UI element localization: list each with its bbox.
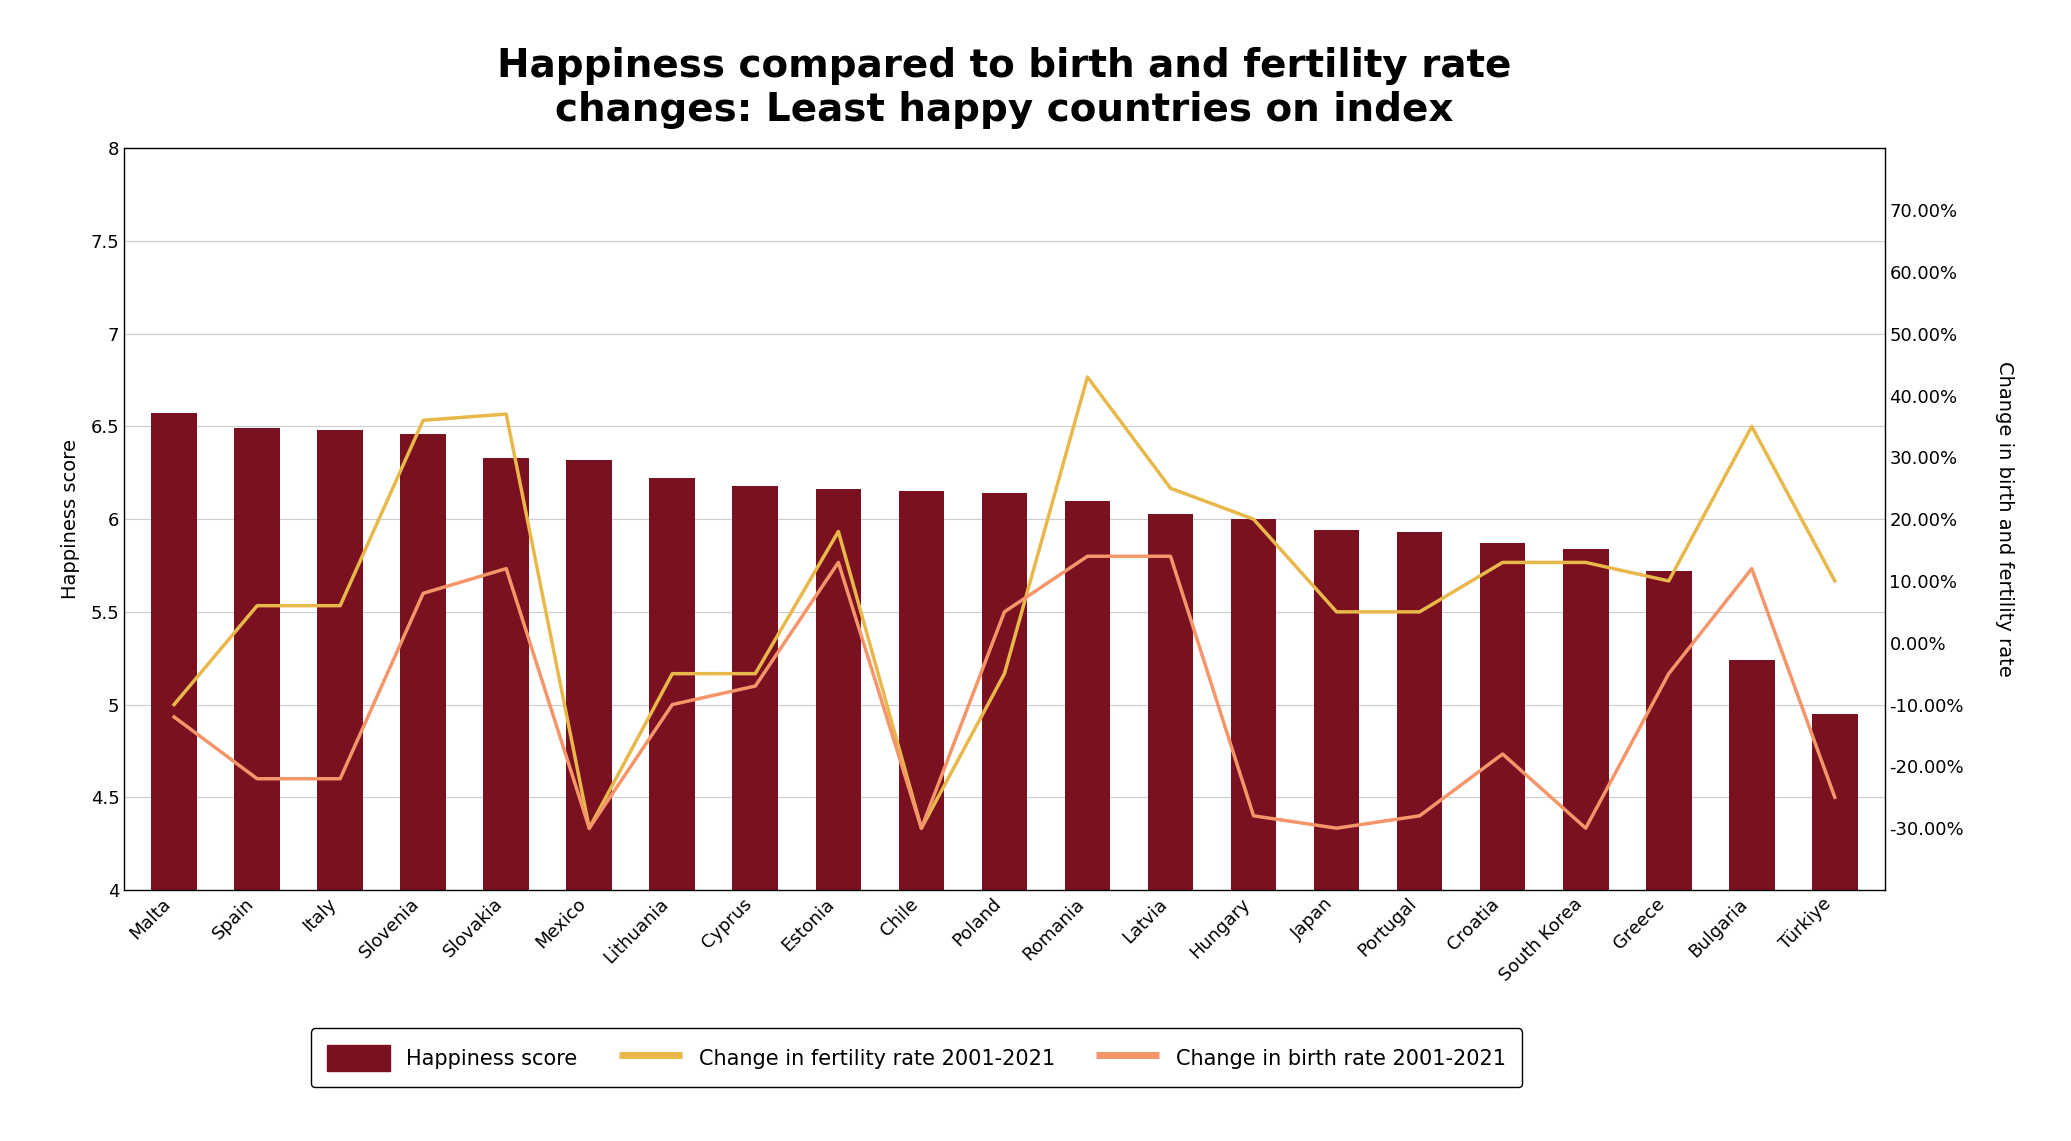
Bar [234, 428, 280, 1141]
Bar [1147, 513, 1193, 1141]
Bar [816, 489, 862, 1141]
Bar [1313, 531, 1359, 1141]
Bar [1064, 501, 1110, 1141]
Bar [1564, 549, 1609, 1141]
Legend: Happiness score, Change in fertility rate 2001-2021, Change in birth rate 2001-2: Happiness score, Change in fertility rat… [311, 1028, 1522, 1087]
Bar [1396, 532, 1441, 1141]
Bar [317, 430, 362, 1141]
Bar [1481, 543, 1526, 1141]
Title: Happiness compared to birth and fertility rate
changes: Least happy countries on: Happiness compared to birth and fertilit… [497, 47, 1512, 129]
Bar [1230, 519, 1276, 1141]
Bar [1812, 714, 1858, 1141]
Bar [982, 493, 1027, 1141]
Bar [567, 460, 613, 1141]
Bar [733, 486, 779, 1141]
Bar [483, 458, 528, 1141]
Bar [899, 492, 944, 1141]
Y-axis label: Happiness score: Happiness score [60, 439, 79, 599]
Bar [1646, 572, 1692, 1141]
Bar [400, 434, 445, 1141]
Y-axis label: Change in birth and fertility rate: Change in birth and fertility rate [1994, 362, 2013, 677]
Bar [151, 413, 197, 1141]
Bar [1729, 659, 1775, 1141]
Bar [650, 478, 696, 1141]
